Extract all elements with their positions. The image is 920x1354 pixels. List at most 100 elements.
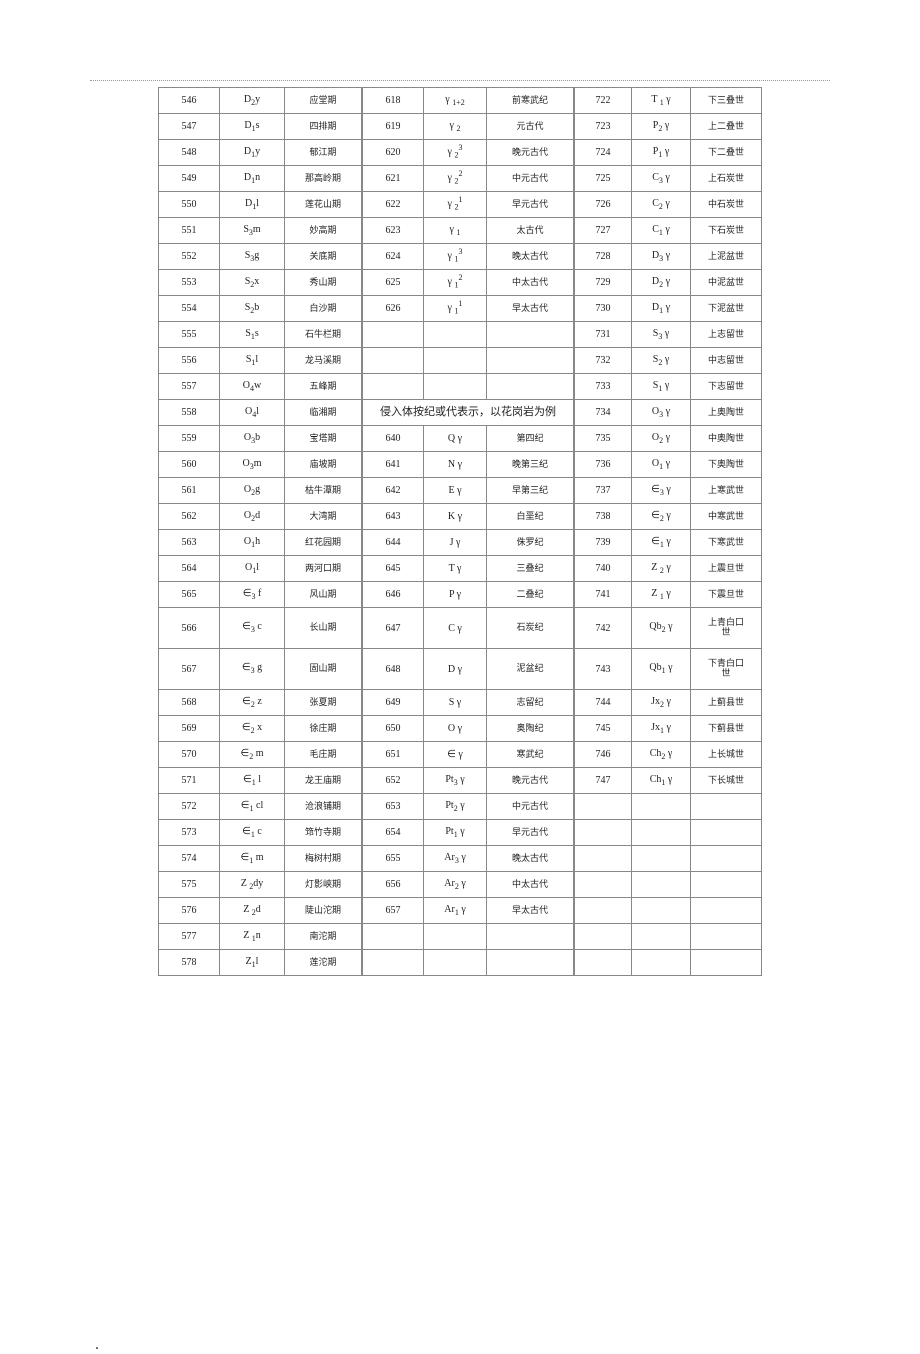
cell-symbol: D1s [220, 114, 285, 140]
cell-symbol: O γ [424, 716, 487, 742]
table-row: 742Qb2 γ上青白口世 [575, 608, 762, 649]
table-row: 653Pt2 γ中元古代 [363, 794, 574, 820]
cell-symbol: ∈2 z [220, 690, 285, 716]
cell-symbol [424, 924, 487, 950]
table-row: 577Z 1n南沱期 [159, 924, 362, 950]
table-row: 567∈3 g固山期 [159, 649, 362, 690]
table-row: 738∈2 γ中寒武世 [575, 504, 762, 530]
cell-name: 中太古代 [487, 872, 574, 898]
cell-name: 枯牛潭期 [285, 478, 362, 504]
table-row: 726C2 γ中石炭世 [575, 192, 762, 218]
table-row: 623γ 1太古代 [363, 218, 574, 244]
cell-num: 571 [159, 768, 220, 794]
cell-num: 737 [575, 478, 632, 504]
cell-num [575, 872, 632, 898]
table-row: 655Ar3 γ晚太古代 [363, 846, 574, 872]
table-row: 554S2b白沙期 [159, 296, 362, 322]
table-row: 553S2x秀山期 [159, 270, 362, 296]
cell-num [363, 374, 424, 400]
cell-symbol: S1s [220, 322, 285, 348]
cell-num [363, 950, 424, 976]
table-row: 744Jx2 γ上蓟县世 [575, 690, 762, 716]
table-row: 618γ 1+2前寒武纪 [363, 88, 574, 114]
table-row: 549D1n那高岭期 [159, 166, 362, 192]
table-row: 725C3 γ上石炭世 [575, 166, 762, 192]
cell-num: 576 [159, 898, 220, 924]
table-row: 625γ 12中太古代 [363, 270, 574, 296]
cell-num [363, 348, 424, 374]
cell-num: 560 [159, 452, 220, 478]
cell-num: 745 [575, 716, 632, 742]
cell-name: 徐庄期 [285, 716, 362, 742]
cell-symbol: D1 γ [632, 296, 691, 322]
table-row: 722T 1 γ下三叠世 [575, 88, 762, 114]
table-row: 578Z1l莲沱期 [159, 950, 362, 976]
cell-symbol [424, 322, 487, 348]
cell-num: 649 [363, 690, 424, 716]
table-row: 555S1s石牛栏期 [159, 322, 362, 348]
cell-name: 上志留世 [691, 322, 762, 348]
cell-name: 早第三纪 [487, 478, 574, 504]
cell-num: 619 [363, 114, 424, 140]
cell-name: 下长城世 [691, 768, 762, 794]
cell-name: 莲花山期 [285, 192, 362, 218]
cell-name: 下志留世 [691, 374, 762, 400]
cell-name: 石牛栏期 [285, 322, 362, 348]
cell-symbol [632, 794, 691, 820]
table-row: 730D1 γ下泥盆世 [575, 296, 762, 322]
cell-symbol: D1n [220, 166, 285, 192]
table-row: 645T γ三叠纪 [363, 556, 574, 582]
cell-symbol: T γ [424, 556, 487, 582]
cell-num [575, 820, 632, 846]
cell-num: 618 [363, 88, 424, 114]
cell-num [575, 794, 632, 820]
merged-header-cell: 侵入体按纪或代表示，以花岗岩为例 [363, 400, 574, 426]
cell-symbol: D1y [220, 140, 285, 166]
cell-name [691, 846, 762, 872]
cell-symbol: C2 γ [632, 192, 691, 218]
cell-symbol: Ch2 γ [632, 742, 691, 768]
page: 546D2y应堂期547D1s四排期548D1y郁江期549D1n那高岭期550… [0, 0, 920, 1354]
table-row: 728D3 γ上泥盆世 [575, 244, 762, 270]
cell-symbol: ∈3 γ [632, 478, 691, 504]
cell-symbol: Jx2 γ [632, 690, 691, 716]
table-row: 657Ar1 γ早太古代 [363, 898, 574, 924]
table-row: 624γ 13晚太古代 [363, 244, 574, 270]
cell-symbol: N γ [424, 452, 487, 478]
cell-name: 上石炭世 [691, 166, 762, 192]
cell-num: 655 [363, 846, 424, 872]
cell-symbol: γ 11 [424, 296, 487, 322]
cell-num: 723 [575, 114, 632, 140]
cell-name: 上奥陶世 [691, 400, 762, 426]
cell-name: 红花园期 [285, 530, 362, 556]
cell-name: 庙坡期 [285, 452, 362, 478]
cell-symbol: Jx1 γ [632, 716, 691, 742]
cell-name: 白垩纪 [487, 504, 574, 530]
cell-num: 735 [575, 426, 632, 452]
cell-num: 578 [159, 950, 220, 976]
top-rule [90, 80, 830, 81]
cell-name: 前寒武纪 [487, 88, 574, 114]
table-row: 563O1h红花园期 [159, 530, 362, 556]
cell-num: 577 [159, 924, 220, 950]
cell-symbol: D γ [424, 649, 487, 690]
cell-num: 570 [159, 742, 220, 768]
cell-symbol: Ar3 γ [424, 846, 487, 872]
cell-name: 两河口期 [285, 556, 362, 582]
table-row: 656Ar2 γ中太古代 [363, 872, 574, 898]
cell-symbol: O1l [220, 556, 285, 582]
cell-num: 650 [363, 716, 424, 742]
cell-name: 第四纪 [487, 426, 574, 452]
table-row [363, 348, 574, 374]
table-row: 619γ 2元古代 [363, 114, 574, 140]
cell-num [363, 322, 424, 348]
cell-num: 640 [363, 426, 424, 452]
cell-symbol: ∈3 g [220, 649, 285, 690]
cell-num: 557 [159, 374, 220, 400]
table-row [363, 924, 574, 950]
cell-name: 下泥盆世 [691, 296, 762, 322]
table-row: 640Q γ第四纪 [363, 426, 574, 452]
cell-name: 秀山期 [285, 270, 362, 296]
cell-name: 中石炭世 [691, 192, 762, 218]
cell-num: 562 [159, 504, 220, 530]
